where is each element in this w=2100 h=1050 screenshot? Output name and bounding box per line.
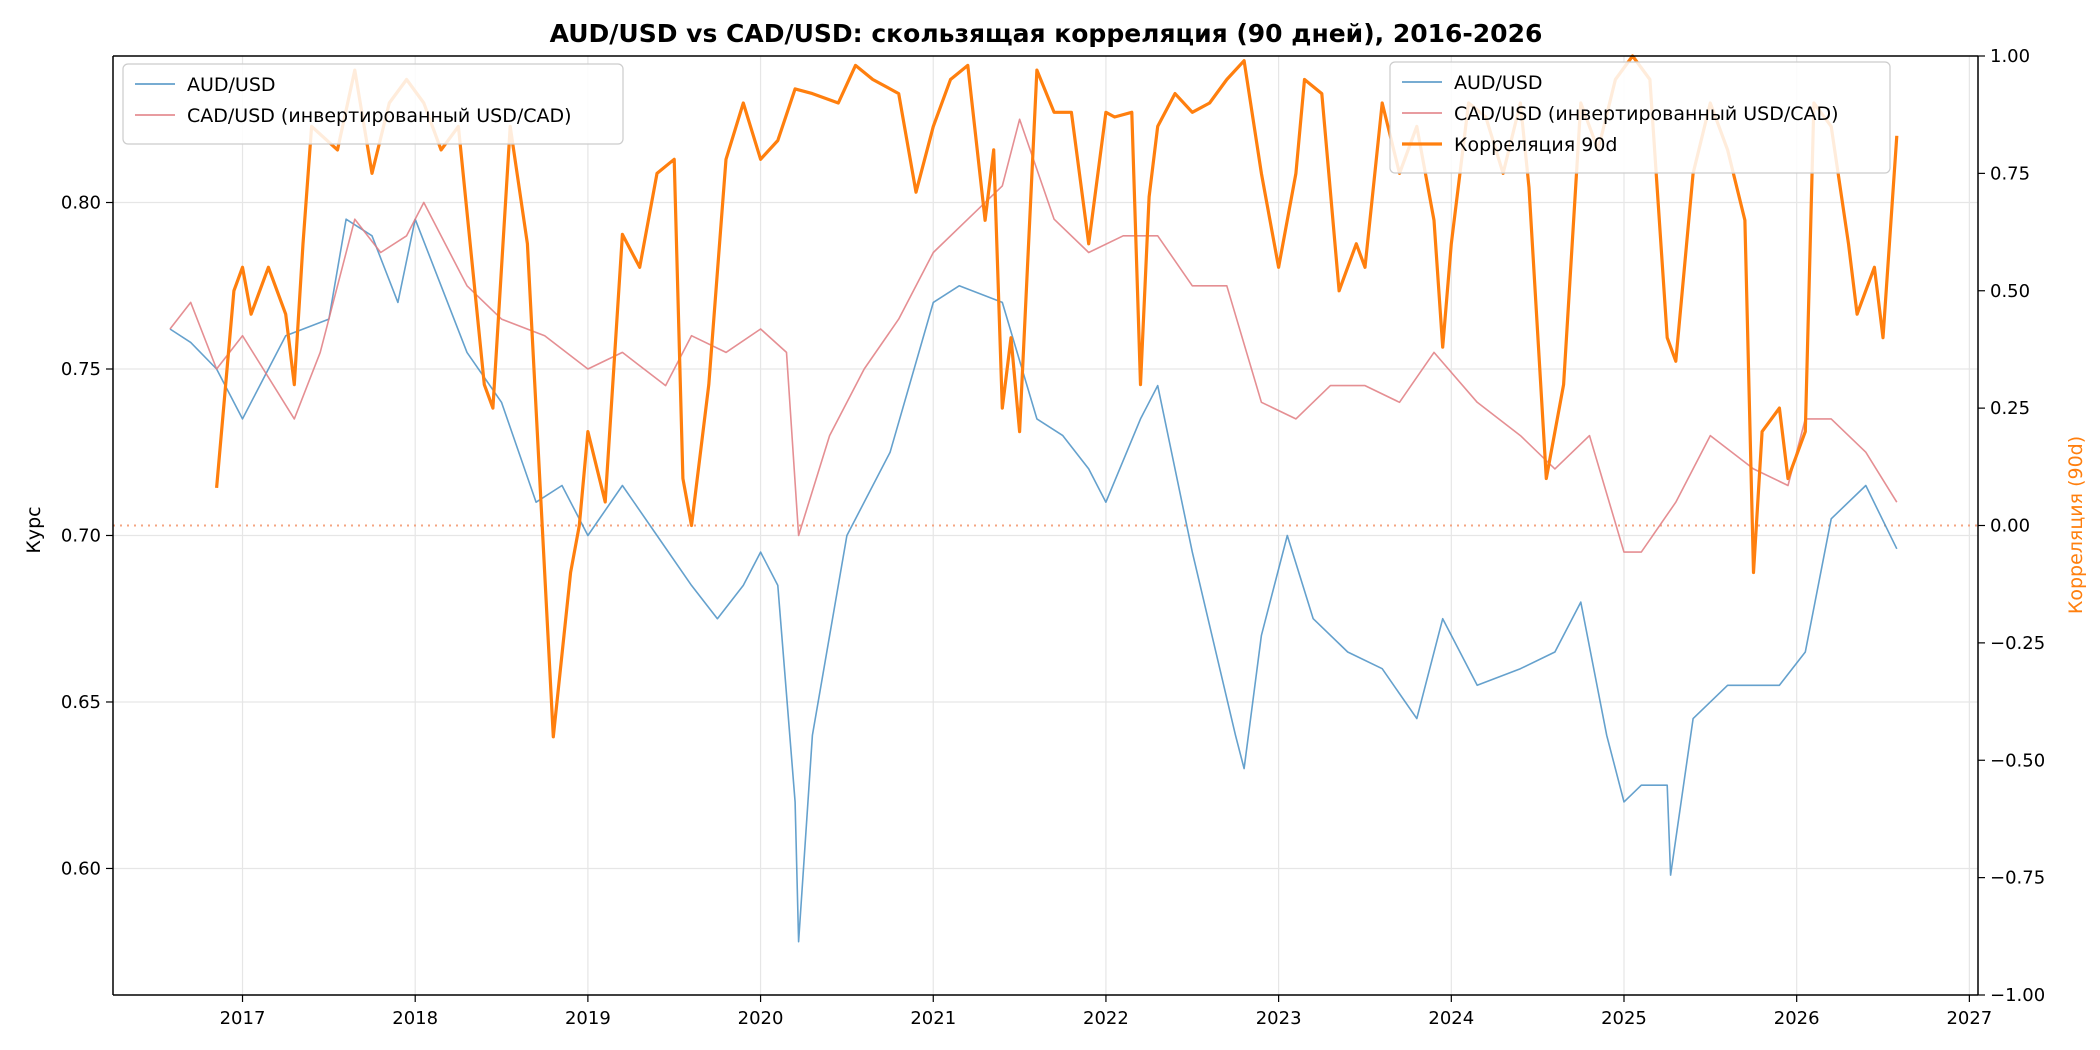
- x-tick-label: 2022: [1083, 1008, 1129, 1029]
- y-tick-label-right: −0.25: [1990, 633, 2045, 654]
- x-tick-label: 2017: [220, 1008, 266, 1029]
- legend-left: AUD/USD CAD/USD (инвертированный USD/CAD): [122, 63, 624, 145]
- y-tick-label-right: −1.00: [1990, 985, 2045, 1006]
- y-tick-label-right: 0.75: [1990, 163, 2030, 184]
- y-tick-label-right: 0.25: [1990, 398, 2030, 419]
- y-axis-label-left: Курс: [23, 506, 45, 553]
- legend-box: [122, 63, 624, 145]
- series-line-0: [169, 218, 1898, 943]
- legend-entry: CAD/USD (инвертированный USD/CAD): [187, 105, 572, 127]
- y-tick-label-right: 0.50: [1990, 281, 2030, 302]
- y-tick-label-right: 1.00: [1990, 46, 2030, 67]
- x-tick-label: 2019: [565, 1008, 611, 1029]
- legend-entry: AUD/USD: [187, 74, 276, 96]
- x-tick-label: 2027: [1946, 1008, 1992, 1029]
- ticks-layer: 2017 2018 2019 2020 2021 2022 2023 2024 2025 2026…: [61, 46, 2045, 1029]
- x-tick-label: 2025: [1601, 1008, 1647, 1029]
- legend-box: [1389, 61, 1891, 174]
- legend-entry: CAD/USD (инвертированный USD/CAD): [1454, 103, 1839, 125]
- x-tick-label: 2026: [1774, 1008, 1820, 1029]
- legend-entry: AUD/USD: [1454, 72, 1543, 94]
- y-tick-label-left: 0.75: [61, 359, 101, 380]
- y-tick-label-right: 0.00: [1990, 516, 2030, 537]
- y-tick-label-right: −0.50: [1990, 750, 2045, 771]
- y-tick-label-right: −0.75: [1990, 868, 2045, 889]
- x-tick-label: 2018: [392, 1008, 438, 1029]
- y-tick-label-left: 0.65: [61, 692, 101, 713]
- x-tick-label: 2021: [910, 1008, 956, 1029]
- legend-entry: Корреляция 90d: [1454, 134, 1618, 156]
- y-tick-label-left: 0.80: [61, 193, 101, 214]
- y-tick-label-left: 0.70: [61, 525, 101, 546]
- x-tick-label: 2020: [738, 1008, 784, 1029]
- x-tick-label: 2023: [1256, 1008, 1302, 1029]
- y-axis-label-right: Корреляция (90d): [2065, 436, 2087, 614]
- series-line-1: [169, 118, 1898, 553]
- chart-title: AUD/USD vs CAD/USD: скользящая корреляци…: [550, 19, 1543, 48]
- x-tick-label: 2024: [1428, 1008, 1474, 1029]
- y-tick-label-left: 0.60: [61, 858, 101, 879]
- legend-right: AUD/USD CAD/USD (инвертированный USD/CAD)…: [1389, 61, 1891, 174]
